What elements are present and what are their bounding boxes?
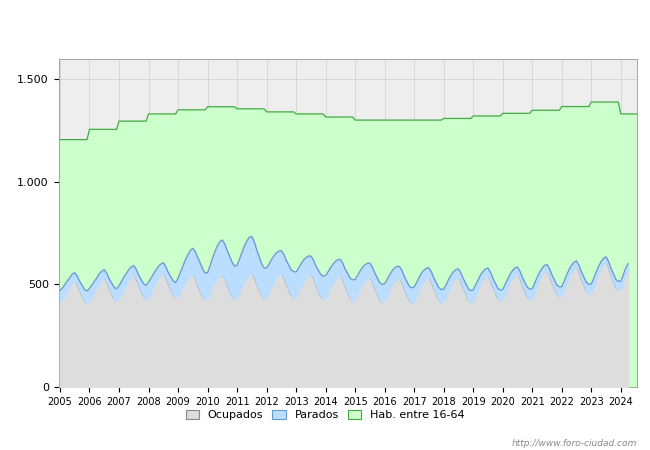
Text: Valldemossa - Evolucion de la poblacion en edad de Trabajar Mayo de 2024: Valldemossa - Evolucion de la poblacion … [88,17,562,30]
Legend: Ocupados, Parados, Hab. entre 16-64: Ocupados, Parados, Hab. entre 16-64 [181,405,469,425]
Text: http://www.foro-ciudad.com: http://www.foro-ciudad.com [512,439,637,448]
